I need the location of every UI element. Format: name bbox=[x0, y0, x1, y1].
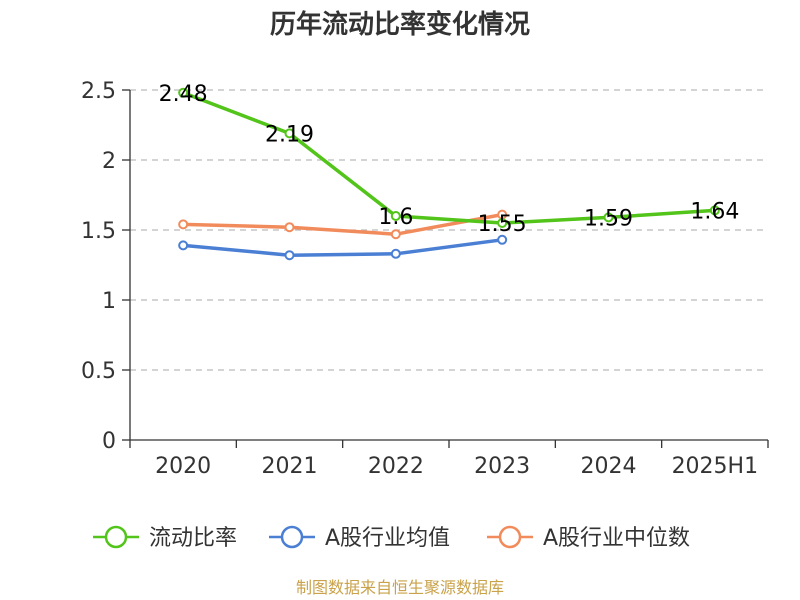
data-point bbox=[284, 250, 295, 261]
data-label: 2.19 bbox=[265, 122, 314, 147]
source-note: 制图数据来自恒生聚源数据库 bbox=[296, 578, 504, 597]
data-label: 2.48 bbox=[159, 82, 208, 107]
data-point bbox=[284, 222, 295, 233]
data-point bbox=[178, 240, 189, 251]
data-point bbox=[390, 248, 401, 259]
x-tick-label: 2022 bbox=[368, 454, 424, 479]
data-label: 1.6 bbox=[378, 205, 413, 230]
data-point bbox=[390, 211, 401, 221]
y-tick-label: 1.5 bbox=[81, 219, 116, 244]
y-tick-label: 2 bbox=[102, 149, 116, 174]
series-layer bbox=[178, 87, 720, 261]
data-label: 1.55 bbox=[478, 212, 527, 237]
x-tick-label: 2020 bbox=[155, 454, 211, 479]
series-line bbox=[183, 238, 503, 257]
data-label: 1.59 bbox=[584, 206, 633, 231]
grid-lines bbox=[130, 89, 768, 371]
data-labels: 2.48 2.19 1.6 1.55 1.59 1.64 bbox=[159, 82, 740, 237]
legend-label: A股行业中位数 bbox=[543, 526, 690, 551]
data-point bbox=[497, 234, 508, 245]
legend: 流动比率 A股行业均值 A股行业中位数 bbox=[93, 525, 690, 551]
legend-label: 流动比率 bbox=[149, 526, 237, 551]
y-tick-label: 0.5 bbox=[81, 359, 116, 384]
axes: 0 0.5 1 1.5 2 2.5 2020 2021 2022 2023 2024 2025H1 bbox=[81, 79, 769, 479]
x-tick-label: 2023 bbox=[474, 454, 530, 479]
data-point bbox=[284, 128, 295, 139]
data-point bbox=[709, 205, 720, 216]
data-point bbox=[390, 229, 401, 240]
legend-marker bbox=[498, 525, 522, 549]
data-point bbox=[178, 87, 189, 98]
y-tick-label: 2.5 bbox=[81, 79, 116, 104]
series-line bbox=[183, 212, 503, 236]
x-tick-label: 2021 bbox=[262, 454, 318, 479]
legend-label: A股行业均值 bbox=[325, 526, 450, 551]
y-tick-label: 0 bbox=[102, 429, 116, 454]
x-tick-label: 2025H1 bbox=[672, 454, 759, 479]
legend-marker bbox=[104, 525, 128, 549]
series-line bbox=[182, 91, 715, 225]
chart-title: 历年流动比率变化情况 bbox=[270, 9, 530, 40]
data-label: 1.64 bbox=[690, 199, 739, 224]
data-point bbox=[178, 219, 189, 230]
y-tick-label: 1 bbox=[102, 289, 116, 314]
x-tick-label: 2024 bbox=[581, 454, 637, 479]
data-point bbox=[603, 212, 614, 223]
legend-marker bbox=[280, 525, 304, 549]
data-point bbox=[497, 218, 508, 228]
